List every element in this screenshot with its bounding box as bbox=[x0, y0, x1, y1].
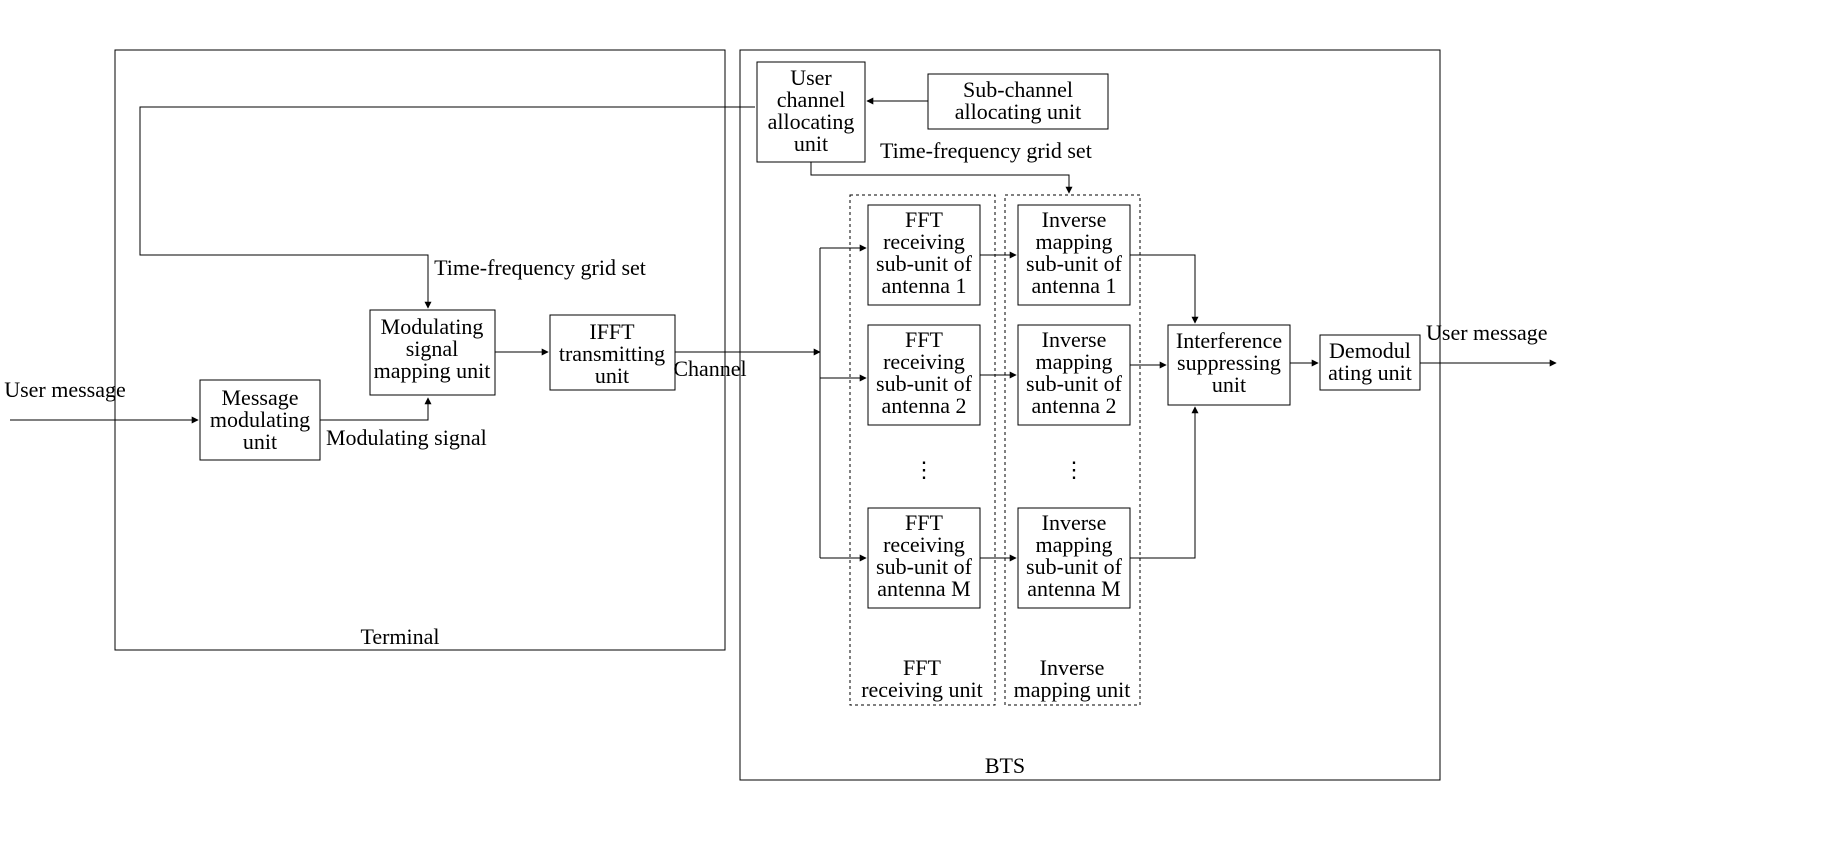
inv-ellipsis: ⋮ bbox=[1063, 457, 1085, 482]
fft-ellipsis: ⋮ bbox=[913, 457, 935, 482]
mod-signal-label: Modulating signal bbox=[326, 425, 487, 450]
io-in-label: User message bbox=[4, 377, 126, 402]
bts-tf-grid-label: Time-frequency grid set bbox=[880, 138, 1092, 163]
terminal-tf-grid-label: Time-frequency grid set bbox=[434, 255, 646, 280]
demod-label: Demodulating unit bbox=[1328, 338, 1412, 385]
terminal-container-label: Terminal bbox=[360, 624, 439, 649]
io-out-label: User message bbox=[1426, 320, 1548, 345]
sub-chan-alloc-label: Sub-channelallocating unit bbox=[955, 77, 1081, 124]
channel-label: Channel bbox=[673, 356, 746, 381]
bts-container-label: BTS bbox=[985, 753, 1025, 778]
